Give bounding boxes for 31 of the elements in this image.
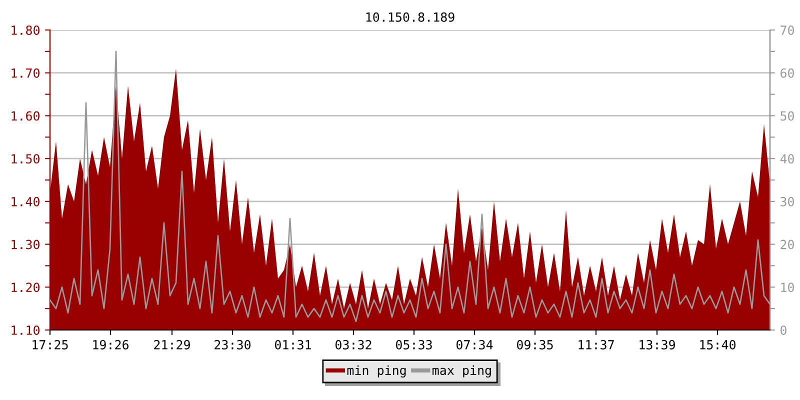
x-tick-label: 15:40	[700, 340, 736, 350]
y-tick-label: 1.10	[12, 326, 40, 335]
y2-tick-label: 60	[780, 68, 794, 78]
y-tick-label: 1.70	[12, 68, 40, 78]
y2-tick-label: 20	[780, 240, 794, 250]
y2-tick-label: 40	[780, 154, 794, 164]
y-tick-label: 1.20	[12, 282, 40, 292]
x-tick-label: 11:37	[578, 340, 614, 350]
x-tick-label: 23:30	[214, 340, 251, 350]
y-tick-label: 1.80	[12, 26, 40, 35]
legend-label: min ping	[347, 365, 406, 378]
x-tick-label: 19:26	[93, 340, 129, 350]
y-tick-label: 1.30	[12, 240, 40, 250]
x-tick-label: 09:35	[517, 340, 553, 350]
y2-tick-label: 50	[780, 111, 794, 121]
x-tick-label: 17:25	[32, 340, 68, 350]
y-tick-label: 1.50	[12, 154, 40, 164]
chart-title: 10.150.8.189	[366, 12, 454, 22]
y2-tick-label: 10	[781, 282, 794, 292]
x-tick-label: 13:39	[640, 340, 675, 350]
y2-tick-label: 0	[780, 326, 786, 335]
legend-label: max ping	[432, 365, 491, 378]
y2-tick-label: 70	[780, 26, 794, 35]
x-tick-label: 05:33	[396, 340, 432, 350]
x-tick-label: 21:29	[154, 340, 190, 350]
y2-tick-label: 30	[780, 196, 794, 206]
x-tick-label: 07:34	[456, 340, 493, 350]
x-tick-label: 01:31	[275, 340, 311, 350]
x-tick-label: 03:32	[336, 340, 372, 350]
y-tick-label: 1.40	[12, 196, 40, 206]
y-tick-label: 1.60	[12, 111, 40, 121]
